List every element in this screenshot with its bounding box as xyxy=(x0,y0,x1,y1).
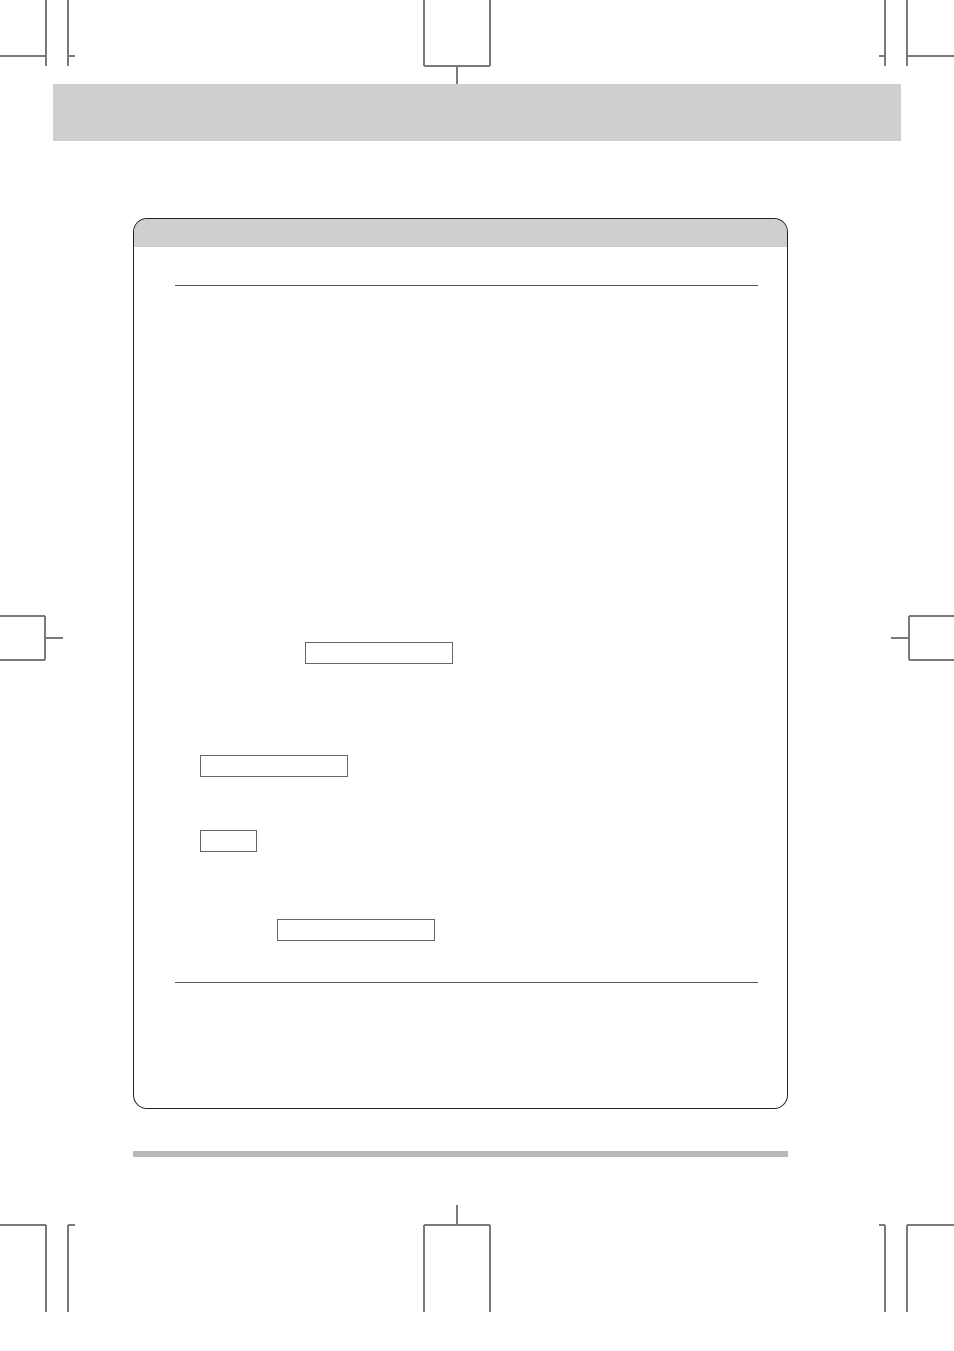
panel-header xyxy=(134,219,787,247)
button-2[interactable] xyxy=(200,755,348,777)
button-4[interactable] xyxy=(277,919,435,941)
panel-divider-top xyxy=(175,285,758,286)
panel-divider-bottom xyxy=(175,982,758,983)
button-3[interactable] xyxy=(200,830,257,852)
main-panel xyxy=(133,218,788,1109)
footer-rule xyxy=(133,1151,788,1157)
button-1[interactable] xyxy=(305,642,453,664)
header-bar xyxy=(53,84,901,141)
